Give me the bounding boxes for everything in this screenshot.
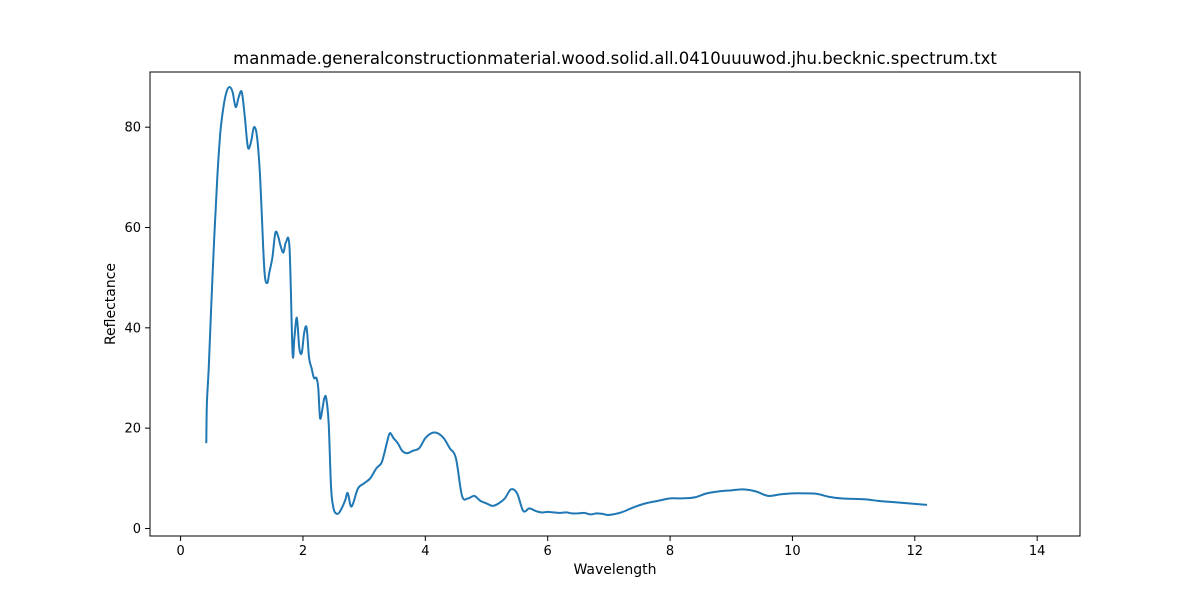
x-tick-label: 2: [299, 544, 307, 559]
x-tick-label: 8: [666, 544, 674, 559]
y-tick-label: 40: [124, 321, 141, 336]
x-tick-label: 12: [907, 544, 924, 559]
y-tick-label: 20: [124, 422, 141, 437]
x-tick-label: 4: [421, 544, 429, 559]
y-axis-title: Reflectance: [103, 263, 119, 345]
x-tick-label: 6: [544, 544, 552, 559]
y-tick-label: 60: [124, 221, 141, 236]
plot-frame: [149, 71, 1081, 537]
chart-title: manmade.generalconstructionmaterial.wood…: [233, 49, 997, 68]
x-tick-label: 14: [1029, 544, 1046, 559]
x-axis-title: Wavelength: [573, 562, 656, 578]
x-tick-label: 10: [784, 544, 801, 559]
series-line-spectrum: [205, 86, 928, 516]
x-tick-label: 0: [176, 544, 184, 559]
y-tick-label: 0: [133, 522, 141, 537]
y-tick-label: 80: [124, 121, 141, 136]
